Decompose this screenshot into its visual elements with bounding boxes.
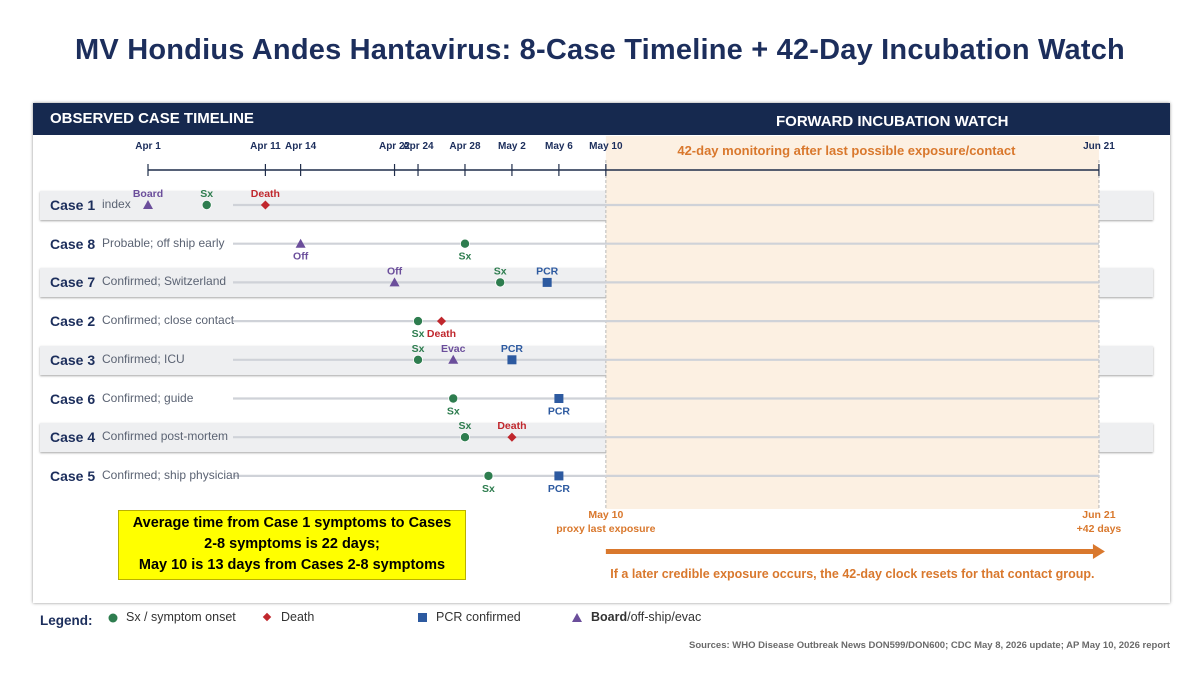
observed-section-title: OBSERVED CASE TIMELINE [50,110,254,127]
legend-pcr-label: PCR confirmed [436,610,521,624]
case-desc: Confirmed post-mortem [102,429,229,444]
sources-note: Sources: WHO Disease Outbreak News DON59… [689,640,1170,651]
legend-title: Legend: [40,613,93,628]
case-label: Case 3 [50,351,96,368]
legend-board-bold: Board [591,610,628,624]
event-label: PCR [501,343,524,355]
pcr-marker [542,277,552,287]
symptom-marker [448,393,459,404]
travel-marker [448,354,459,364]
case-desc: Confirmed; ship physician [102,467,240,482]
legend-death-label: Death [281,610,315,624]
watch-arrow-shaft [605,549,1095,554]
event-label: Off [387,265,403,277]
tick-label: May 6 [545,141,573,152]
event-label: Sx [412,343,425,355]
symptom-marker [459,238,470,249]
case-label: Case 1 [50,197,96,213]
tick-label: Apr 1 [135,141,161,152]
travel-marker [389,277,400,287]
case-label: Case 6 [50,390,96,407]
event-label: Sx [494,265,507,277]
event-label: PCR [548,406,571,418]
tick-label: Apr 24 [402,141,434,152]
travel-marker [295,238,306,248]
event-label: Sx [459,251,472,263]
event-label: Death [251,188,280,200]
section-header-bar [33,103,1170,135]
symptom-marker [413,354,424,365]
event-label: Sx [482,483,495,495]
tick-label: May 10 [589,141,623,152]
pcr-marker [554,394,564,403]
monitoring-note: 42-day monitoring after last possible ex… [677,143,1016,158]
event-label: Sx [412,328,425,340]
pcr-marker [507,355,517,365]
callout-line-1: Average time from Case 1 symptoms to Cas… [132,515,452,531]
legend-board-rest: /off-ship/evac [627,610,702,624]
event-label: PCR [548,483,571,495]
symptom-marker [413,316,424,327]
forward-section-title: FORWARD INCUBATION WATCH [776,113,1009,130]
symptom-marker [459,432,470,443]
watch-end-label: Jun 21 [1082,509,1115,521]
event-label: Death [427,328,456,340]
case-label: Case 2 [50,313,96,330]
watch-arrow-head [1092,544,1105,559]
page-title: MV Hondius Andes Hantavirus: 8-Case Time… [75,34,1125,66]
callout-line-3: May 10 is 13 days from Cases 2-8 symptom… [138,557,446,573]
tick-label: Jun 21 [1083,141,1115,152]
pcr-marker [554,471,564,481]
event-label: Sx [447,406,460,418]
case-desc: Confirmed; ICU [102,351,185,366]
symptom-marker [201,199,212,210]
case-desc: Confirmed; guide [102,390,194,405]
event-label: Death [497,420,526,432]
death-marker [260,200,270,210]
tick-label: Apr 14 [285,141,317,152]
reset-note: If a later credible exposure occurs, the… [610,567,1094,581]
case-label: Case 5 [50,467,96,484]
case-desc: Confirmed; close contact [102,313,235,328]
event-label: Sx [200,188,213,200]
event-label: Off [293,251,309,263]
symptom-marker [495,277,506,288]
tick-label: Apr 22 [379,141,411,152]
death-marker [436,316,447,326]
event-label: Evac [441,343,466,355]
case-label: Case 4 [50,429,96,446]
symptom-marker [483,470,494,481]
case-desc: index [102,197,131,211]
watch-end-sublabel: +42 days [1077,523,1122,535]
tick-label: Apr 11 [250,141,281,152]
legend-sx-label: Sx / symptom onset [126,610,236,624]
travel-marker [143,200,153,209]
case-label: Case 8 [50,235,96,252]
event-label: PCR [536,265,559,277]
callout-line-2: 2-8 symptoms is 22 days; [204,536,380,552]
summary-callout: Average time from Case 1 symptoms to Cas… [118,510,466,580]
watch-start-label: May 10 [588,509,623,521]
case-desc: Confirmed; Switzerland [102,274,227,289]
tick-label: May 2 [498,141,526,152]
watch-start-sublabel: proxy last exposure [556,523,655,535]
watch-window-region [605,136,1099,509]
legend-board-label: Board/off-ship/evac [591,610,701,624]
event-label: Board [133,188,163,200]
tick-label: Apr 28 [449,141,481,152]
case-desc: Probable; off ship early [102,235,225,250]
case-label: Case 7 [50,274,96,291]
death-marker [507,432,517,442]
event-label: Sx [459,420,472,432]
